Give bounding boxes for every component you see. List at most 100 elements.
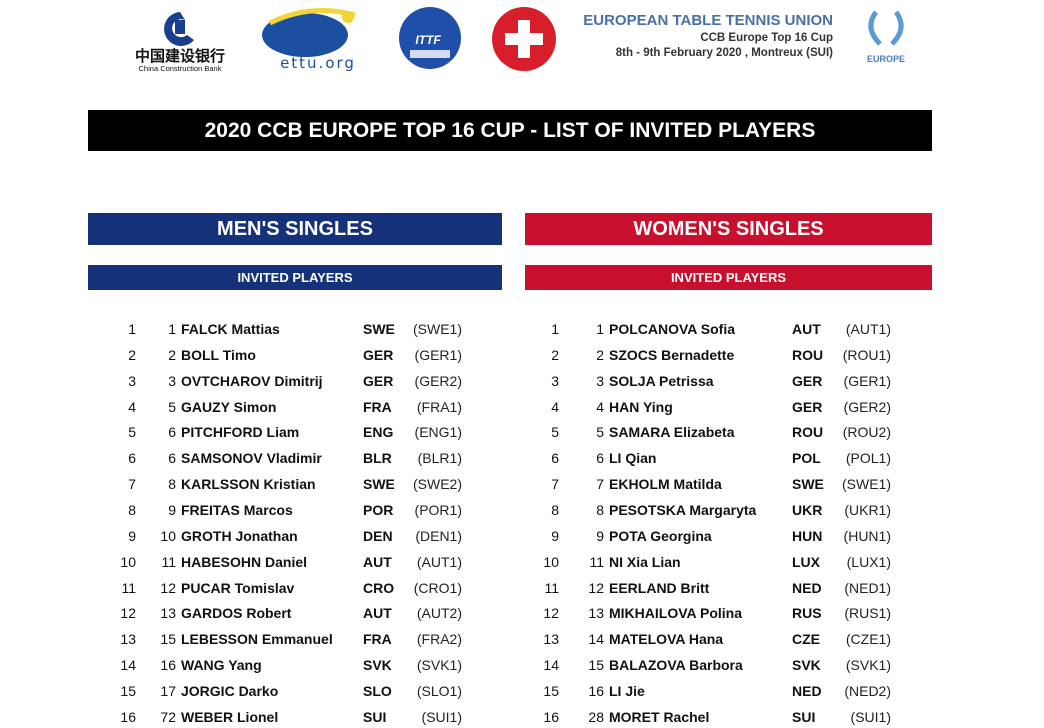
seq-number: 9 [551,527,559,544]
country: SWE [792,476,824,493]
player-row: 15 17 JORGIC Darko SLO (SLO1) [0,680,1044,702]
player-name: SOLJA Petrissa [609,372,714,389]
seed-code: (SWE2) [413,476,462,493]
ranking: 6 [168,424,176,441]
player-name: EKHOLM Matilda [609,476,722,493]
player-name: HABESOHN Daniel [181,553,308,570]
seed-code: (SWE1) [842,476,891,493]
ranking: 8 [168,476,176,493]
ettu-logo: ettu.org [262,8,356,71]
seq-number: 5 [551,424,559,441]
svg-text:ITTF: ITTF [415,33,441,47]
player-name: LI Jie [609,682,645,699]
ranking: 2 [168,346,176,363]
player-row: 2 2 SZOCS Bernadette ROU (ROU1) [0,344,1044,366]
svg-text:中国建设银行: 中国建设银行 [135,47,225,65]
ranking: 6 [596,450,604,467]
seq-number: 10 [120,553,136,570]
player-name: HAN Ying [609,398,673,415]
country: HUN [792,527,823,544]
player-row: 1 1 POLCANOVA Sofia AUT (AUT1) [0,318,1044,340]
ranking: 15 [588,657,604,674]
seq-number: 8 [128,501,136,518]
ranking: 6 [168,450,176,467]
player-name: POLCANOVA Sofia [609,321,736,337]
player-name: POTA Georgina [609,527,712,544]
player-name: PUCAR Tomislav [181,579,295,596]
seed-code: (FRA2) [416,631,462,648]
ranking: 9 [596,527,604,544]
player-row: 1 1 FALCK Mattias SWE (SWE1) [0,318,1044,340]
player-name: MIKHAILOVA Polina [609,605,742,622]
seed-code: (UKR1) [844,501,891,518]
player-row: 8 9 FREITAS Marcos POR (POR1) [0,499,1044,521]
country: FRA [363,631,392,648]
player-name: FALCK Mattias [181,321,280,337]
player-name: BALAZOVA Barbora [609,657,743,674]
ranking: 3 [168,372,176,389]
player-name: SAMARA Elizabeta [609,424,735,441]
seed-code: (SWE1) [413,321,462,337]
country: ROU [792,424,824,441]
player-name: GROTH Jonathan [181,527,298,544]
player-name: MORET Rachel [609,708,710,725]
seq-number: 11 [121,579,136,596]
country: GER [792,372,823,389]
event-header: EUROPEAN TABLE TENNIS UNION CCB Europe T… [570,12,833,59]
player-row: 12 13 GARDOS Robert AUT (AUT2) [0,602,1044,624]
event-name: CCB Europe Top 16 Cup [700,32,833,44]
country: ENG [363,424,394,441]
womens-singles-heading: WOMEN'S SINGLES [525,213,932,245]
ranking: 10 [160,527,176,544]
seed-code: (ROU1) [842,346,891,363]
ranking: 5 [596,424,604,441]
seq-number: 11 [544,579,559,596]
ranking: 13 [160,605,176,622]
seed-code: (AUT2) [416,605,462,622]
player-row: 12 13 MIKHAILOVA Polina RUS (RUS1) [0,602,1044,624]
seq-number: 6 [551,450,559,467]
seq-number: 4 [551,398,559,415]
seq-number: 10 [543,553,559,570]
country: NED [792,682,822,699]
player-row: 9 10 GROTH Jonathan DEN (DEN1) [0,525,1044,547]
ranking: 12 [588,579,604,596]
seed-code: (ROU2) [842,424,891,441]
ranking: 2 [596,346,604,363]
swiss-flag-icon [492,7,556,71]
event-dates: 8th - 9th February 2020 , Montreux (SUI) [615,47,833,59]
seed-code: (SUI1) [421,708,462,725]
player-name: PESOTSKA Margaryta [609,501,757,518]
seq-number: 8 [551,501,559,518]
ranking: 28 [588,708,604,725]
seed-code: (SUI1) [850,708,891,725]
seed-code: (CZE1) [845,631,891,648]
ranking: 12 [160,579,176,596]
ranking: 8 [596,501,604,518]
country: CZE [792,631,820,648]
seq-number: 2 [128,346,136,363]
seed-code: (SVK1) [416,657,462,674]
seed-code: (SVK1) [845,657,891,674]
country: GER [363,346,394,363]
ranking: 15 [160,631,176,648]
player-name: GAUZY Simon [181,398,277,415]
country: SWE [363,321,395,337]
player-name: FREITAS Marcos [181,501,293,518]
country: FRA [363,398,392,415]
player-row: 7 8 KARLSSON Kristian SWE (SWE2) [0,473,1044,495]
player-name: KARLSSON Kristian [181,476,316,493]
seq-number: 16 [120,708,136,725]
player-name: BOLL Timo [181,346,256,363]
seed-code: (NED1) [844,579,891,596]
player-name: WANG Yang [181,657,262,674]
seed-code: (HUN1) [843,527,891,544]
player-name: LEBESSON Emmanuel [181,631,333,648]
seq-number: 15 [120,682,136,699]
country: SUI [792,708,816,725]
player-row: 10 11 HABESOHN Daniel AUT (AUT1) [0,551,1044,573]
seed-code: (BLR1) [417,450,462,467]
player-row: 13 15 LEBESSON Emmanuel FRA (FRA2) [0,628,1044,650]
seed-code: (CRO1) [413,579,462,596]
